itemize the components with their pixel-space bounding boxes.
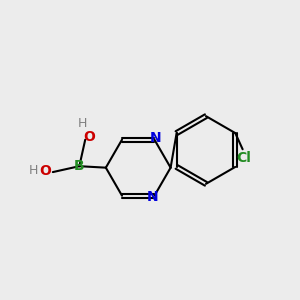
Text: H: H — [78, 117, 87, 130]
Text: N: N — [150, 131, 162, 145]
Text: B: B — [74, 159, 85, 173]
Text: H: H — [29, 164, 38, 177]
Text: O: O — [84, 130, 96, 144]
Text: N: N — [147, 190, 159, 204]
Text: O: O — [40, 164, 51, 178]
Text: Cl: Cl — [237, 151, 251, 165]
